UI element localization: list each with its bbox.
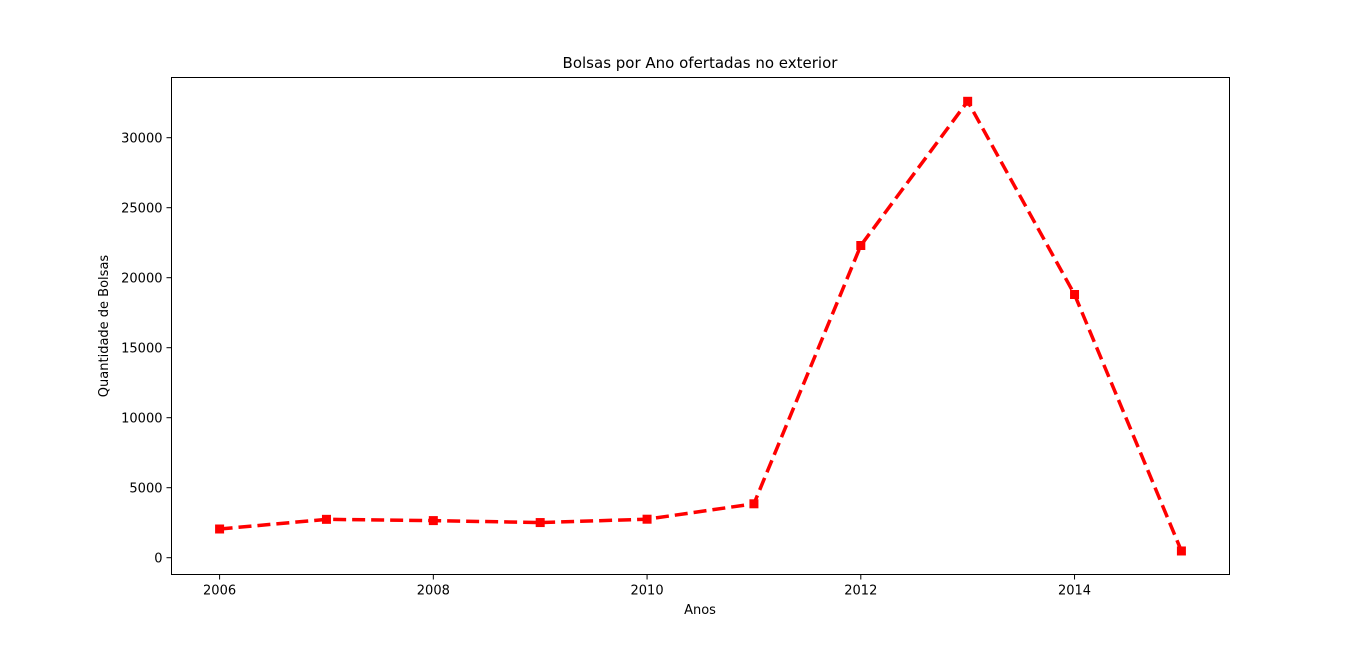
data-point-marker [321,514,331,524]
data-point-marker [1176,546,1186,556]
y-tick-label: 20000 [121,272,162,287]
x-axis-label: Anos [684,603,716,618]
data-point-marker [963,96,973,106]
plot-frame [171,77,1230,575]
y-axis-label: Quantidade de Bolsas [97,255,112,398]
series-line [219,99,1184,552]
data-point-marker [749,499,759,509]
data-point-marker [535,518,545,528]
data-point-marker [215,524,225,534]
y-tick-label: 25000 [121,202,162,217]
x-tick-label: 2014 [1058,584,1091,599]
data-point-marker [1070,290,1080,299]
data-point-marker [642,514,652,524]
y-tick-label: 15000 [121,342,162,357]
y-tick-label: 10000 [121,412,162,427]
data-point-marker [428,516,438,526]
y-axis-ticks: 0 5000 10000 15000 20000 25000 30000 [121,132,172,567]
data-point-marker [856,241,866,250]
x-tick-label: 2006 [203,584,236,599]
y-tick-label: 0 [154,552,162,567]
y-tick-label: 5000 [129,482,162,497]
chart-title: Bolsas por Ano ofertadas no exterior [563,54,839,72]
x-axis-ticks: 2006 2008 2010 2012 2014 [203,574,1091,599]
x-tick-label: 2012 [844,584,877,599]
x-tick-label: 2010 [631,584,664,599]
y-tick-label: 30000 [121,132,162,147]
x-tick-label: 2008 [417,584,450,599]
plot-area [215,96,1186,556]
